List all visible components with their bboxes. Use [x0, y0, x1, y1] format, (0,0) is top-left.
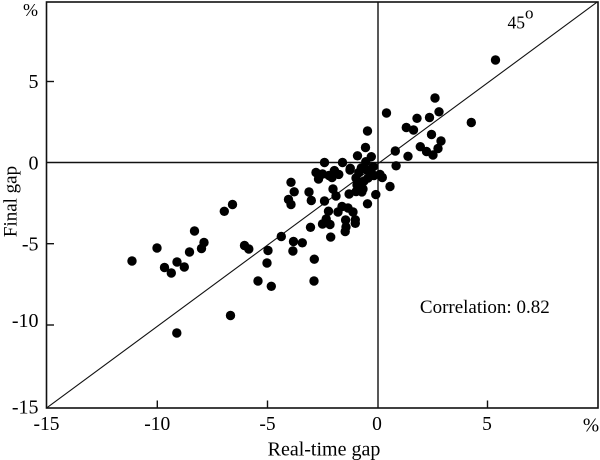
svg-text:-15: -15 [34, 414, 60, 435]
svg-text:-15: -15 [12, 397, 39, 419]
svg-text:Final gap: Final gap [1, 166, 22, 237]
svg-text:0: 0 [29, 153, 39, 175]
svg-text:-5: -5 [259, 414, 275, 435]
svg-text:5: 5 [482, 414, 492, 435]
svg-text:Correlation: 0.82: Correlation: 0.82 [420, 297, 550, 318]
svg-text:%: % [583, 416, 599, 437]
svg-text:Real-time gap: Real-time gap [268, 439, 381, 460]
svg-text:5: 5 [29, 71, 39, 93]
svg-text:%: % [23, 0, 38, 20]
svg-text:-10: -10 [144, 414, 170, 435]
svg-text:-5: -5 [22, 234, 39, 256]
svg-text:-10: -10 [12, 310, 39, 332]
svg-text:0: 0 [372, 414, 382, 435]
